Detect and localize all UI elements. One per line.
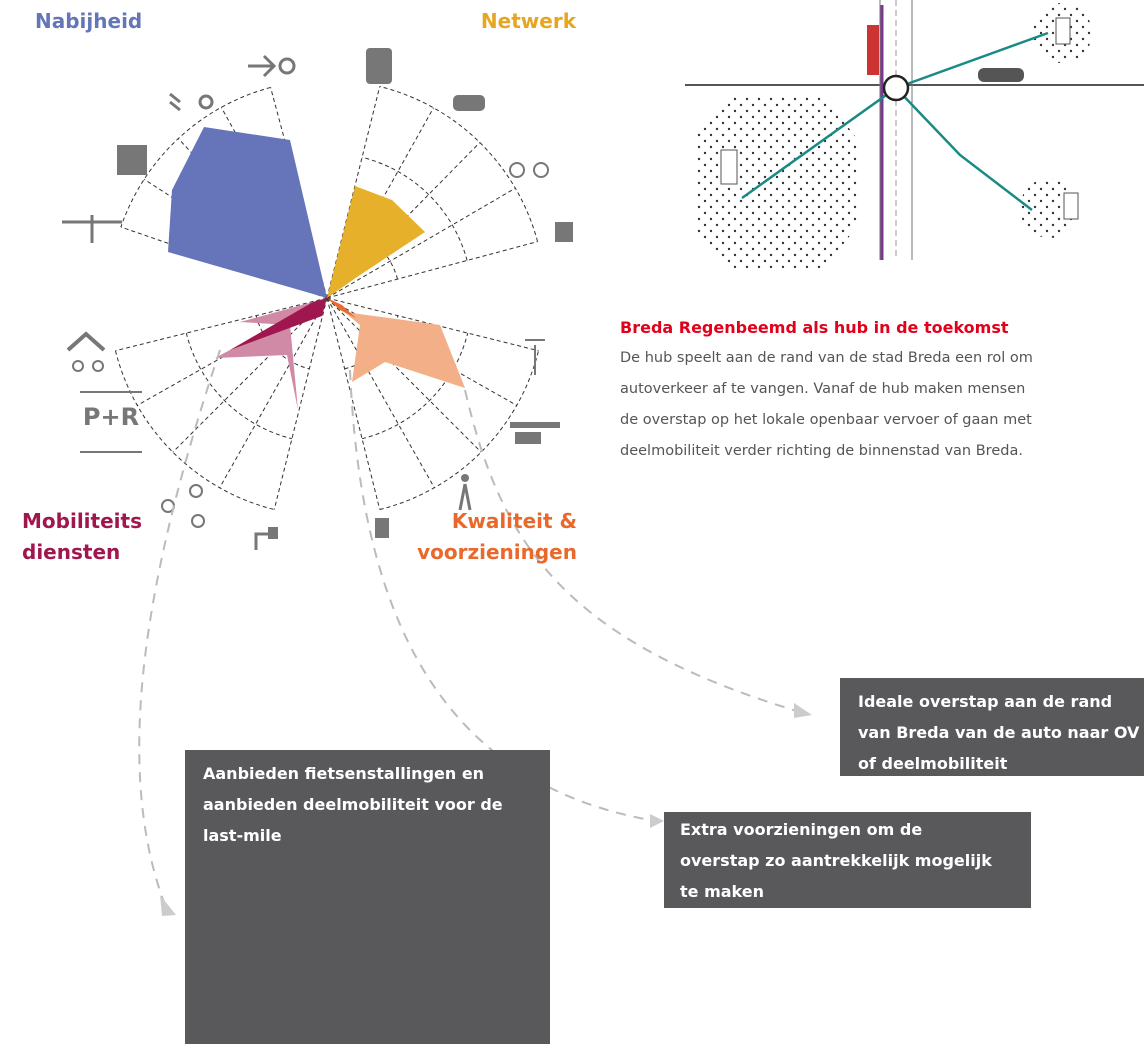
grid-line — [326, 187, 516, 299]
case-line: deelmobiliteit verder richting de binnen… — [620, 443, 1023, 459]
grid-line — [172, 297, 328, 453]
label-line: Kwaliteit & — [451, 509, 577, 533]
grid-line — [219, 297, 328, 488]
callout-line: overstap zo aantrekkelijk mogelijk — [680, 851, 992, 870]
callout: Aanbieden fietsenstallingen en aanbieden … — [185, 750, 550, 1044]
grid-line — [273, 297, 328, 510]
callout-line: Ideale overstap aan de rand — [858, 692, 1113, 711]
label-line: diensten — [22, 540, 121, 564]
arrowheads — [160, 703, 812, 916]
callout: Extra voorzieningen om de overstap zo aan… — [664, 812, 1031, 908]
wedge-mobiliteit-dark — [230, 298, 327, 350]
grid-line — [326, 241, 538, 299]
icon-label: P+R — [83, 403, 139, 431]
grid-line — [379, 350, 540, 511]
callout-line: van Breda van de auto naar OV — [858, 723, 1140, 742]
grid-line — [255, 315, 310, 370]
connectors — [138, 349, 801, 906]
callout-line: of deelmobiliteit — [858, 754, 1008, 773]
callout: Ideale overstap aan de rand van Breda van… — [840, 678, 1144, 776]
quadrant-label: Kwaliteit & voorzieningen — [417, 506, 577, 568]
grid-line — [326, 86, 381, 299]
label-line: voorzieningen — [417, 540, 577, 564]
wedge-kwaliteit-dark — [327, 298, 356, 318]
callout-line: Extra voorzieningen om de — [680, 820, 923, 839]
callout-line: te maken — [680, 882, 764, 901]
label-line: Mobiliteits — [22, 509, 142, 533]
grid-line — [361, 156, 468, 261]
callout-line: Aanbieden fietsenstallingen en — [203, 764, 485, 783]
callout-line: aanbieden deelmobiliteit voor de — [203, 795, 503, 814]
grid-line — [326, 297, 435, 488]
wedge-kwaliteit — [327, 298, 465, 388]
wedge-nabijheid — [168, 127, 327, 298]
case-line: De hub speelt aan de rand van de stad Br… — [620, 350, 1033, 366]
grid-line — [115, 297, 328, 352]
quadrant-label: Mobiliteits diensten — [22, 506, 142, 568]
case-title: Breda Regenbeemd als hub in de toekomst — [620, 318, 1009, 337]
grid-line — [120, 86, 271, 228]
case-text: Breda Regenbeemd als hub in de toekomst … — [620, 318, 1144, 467]
case-line: de overstap op het lokale openbaar vervo… — [620, 412, 1032, 428]
quadrant-label: Netwerk — [480, 9, 576, 33]
wedge-netwerk — [327, 186, 425, 298]
grid-line — [114, 350, 275, 511]
map — [685, 0, 1144, 268]
grid-line — [185, 332, 293, 440]
callout-line: last-mile — [203, 826, 282, 845]
grid-line — [361, 332, 469, 440]
icons: P+R — [62, 48, 573, 550]
quadrant-label: Nabijheid — [35, 9, 143, 33]
grid-line — [379, 85, 539, 242]
grid-line — [326, 297, 482, 453]
case-line: autoverkeer af te vangen. Vanaf de hub m… — [620, 381, 1026, 397]
grid-line — [326, 297, 381, 510]
